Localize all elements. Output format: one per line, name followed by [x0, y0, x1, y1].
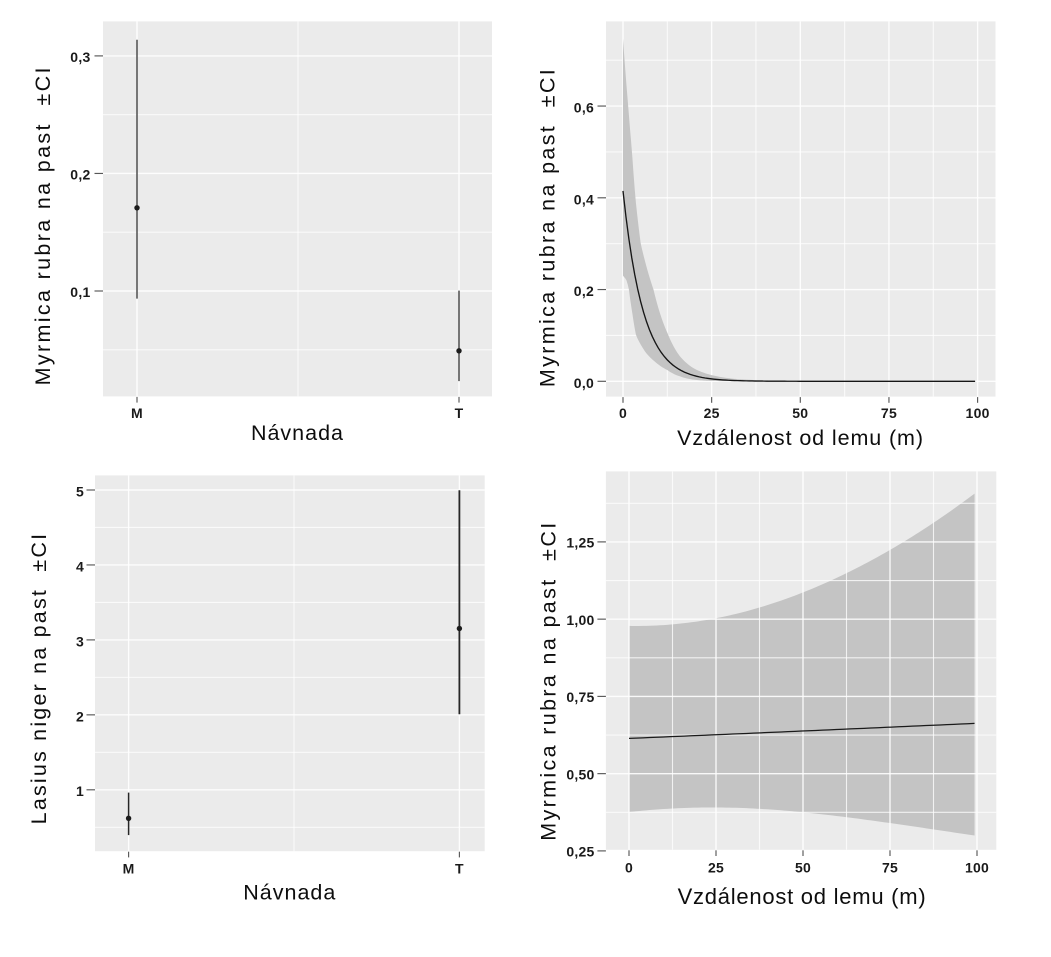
svg-text:25: 25	[704, 405, 720, 421]
svg-text:T: T	[455, 405, 464, 421]
svg-text:Vzdálenost od lemu (m): Vzdálenost od lemu (m)	[678, 884, 927, 909]
svg-text:50: 50	[792, 405, 808, 421]
svg-text:25: 25	[708, 859, 724, 875]
svg-text:0,3: 0,3	[70, 49, 90, 65]
svg-text:M: M	[123, 861, 135, 877]
svg-text:Vzdálenost od lemu (m): Vzdálenost od lemu (m)	[677, 426, 924, 450]
svg-text:0,25: 0,25	[566, 844, 594, 860]
svg-text:1,25: 1,25	[566, 535, 594, 551]
svg-text:50: 50	[795, 859, 811, 875]
svg-text:2: 2	[76, 708, 84, 724]
svg-text:Návnada: Návnada	[251, 421, 344, 445]
svg-text:0,75: 0,75	[566, 689, 594, 705]
svg-text:0,2: 0,2	[70, 167, 90, 183]
svg-text:0,4: 0,4	[574, 191, 594, 207]
svg-text:Návnada: Návnada	[243, 881, 336, 905]
svg-text:Myrmica rubra na past ±CI: Myrmica rubra na past ±CI	[537, 520, 561, 840]
svg-text:5: 5	[76, 483, 84, 499]
svg-text:M: M	[131, 405, 143, 421]
svg-text:Myrmica rubra na past ±CI: Myrmica rubra na past ±CI	[536, 67, 560, 387]
svg-text:0: 0	[619, 405, 627, 421]
svg-text:100: 100	[965, 859, 989, 875]
svg-text:0,6: 0,6	[574, 100, 594, 116]
svg-text:4: 4	[76, 558, 84, 574]
svg-text:100: 100	[966, 405, 990, 421]
svg-text:T: T	[455, 861, 464, 877]
svg-text:Myrmica rubra na past ±CI: Myrmica rubra na past ±CI	[31, 65, 55, 385]
svg-text:3: 3	[76, 633, 84, 649]
svg-text:75: 75	[882, 859, 898, 875]
svg-text:0: 0	[625, 859, 633, 875]
svg-text:1,00: 1,00	[566, 612, 594, 628]
svg-text:0,50: 0,50	[566, 766, 594, 782]
svg-text:1: 1	[76, 783, 84, 799]
svg-text:Lasius niger na past ±CI: Lasius niger na past ±CI	[27, 532, 51, 825]
svg-text:0,2: 0,2	[574, 283, 594, 299]
svg-text:0,0: 0,0	[574, 375, 594, 391]
svg-text:75: 75	[881, 405, 897, 421]
svg-text:0,1: 0,1	[70, 284, 90, 300]
